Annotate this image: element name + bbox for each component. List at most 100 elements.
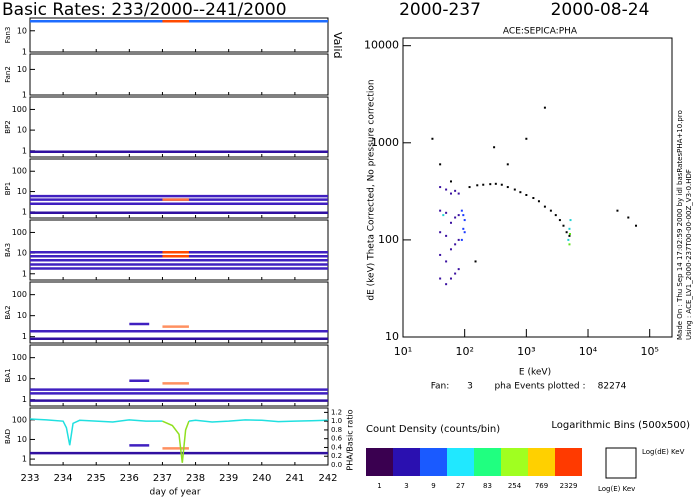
point (445, 211, 448, 214)
panel-frame (29, 158, 329, 219)
point (457, 214, 460, 217)
point (532, 197, 535, 200)
x-tick-label: 233 (20, 473, 39, 484)
point (568, 243, 571, 246)
panel-label: Fan2 (4, 66, 12, 83)
point (460, 209, 463, 212)
colorbar-cell (474, 448, 501, 476)
date: 2000-08-24 (551, 0, 650, 20)
point (463, 231, 466, 234)
point (554, 214, 557, 217)
y-tick-label: 100 (12, 105, 27, 114)
point (439, 231, 442, 234)
y2-tick-label: 0.0 (331, 461, 342, 469)
y-tick-label: 1000 (371, 136, 399, 149)
y-tick-label: 1 (22, 455, 27, 464)
x-tick-label: 10⁵ (640, 345, 658, 358)
colorbar-cell (420, 448, 447, 476)
point (627, 216, 630, 219)
x-axis-label: day of year (149, 488, 200, 498)
panel-frame (29, 17, 329, 53)
panel-label: BP2 (4, 120, 12, 133)
point (616, 209, 619, 212)
point (493, 146, 496, 149)
panel-frame (29, 53, 329, 96)
x-tick-label: 235 (87, 473, 106, 484)
point (494, 182, 497, 185)
colorbar-cell (366, 448, 393, 476)
y2-tick-label: 1.0 (331, 417, 342, 425)
colorbar-label: 9 (431, 482, 435, 490)
point (543, 106, 546, 109)
point (449, 248, 452, 251)
point (468, 186, 471, 189)
y2-tick-label: 1.2 (331, 408, 342, 416)
panel-frame (29, 407, 329, 466)
x-tick-label: 10³ (517, 345, 535, 358)
panel-frame (29, 219, 329, 281)
scatter-title: ACE:SEPICA:PHA (503, 27, 578, 37)
point (462, 227, 465, 230)
panel-label: BA2 (4, 305, 12, 319)
y-tick-label: 10000 (364, 39, 399, 52)
panel-label: Fan3 (4, 27, 12, 44)
point (454, 243, 457, 246)
point (445, 283, 448, 286)
colorbar-label: 1 (377, 482, 381, 490)
x-tick-label: 10¹ (394, 345, 412, 358)
y-tick-label: 1 (22, 395, 27, 404)
colorbar-label: 3 (404, 482, 408, 490)
y2-tick-label: 0.6 (331, 435, 343, 443)
point (506, 163, 509, 166)
point (525, 193, 528, 196)
colorbar-label: 254 (508, 482, 522, 490)
events: 82274 (598, 382, 627, 392)
point (568, 234, 571, 237)
colorbar-cell (555, 448, 582, 476)
log-de: Log(dE) KeV (642, 448, 685, 456)
x-tick-label: 240 (252, 473, 271, 484)
y2-axis-label: PHA/Basic ratio (346, 409, 355, 470)
point (457, 268, 460, 271)
point (489, 183, 492, 186)
colorbar-cell (393, 448, 420, 476)
colorbar-label: 83 (483, 482, 492, 490)
point (463, 219, 466, 222)
side-label: Valid (331, 32, 344, 59)
y2-tick-label: 0.2 (331, 452, 342, 460)
point (431, 137, 434, 140)
point (449, 192, 452, 195)
series-line (162, 420, 190, 463)
point (568, 227, 571, 230)
fan: 3 (467, 382, 473, 392)
point (476, 184, 479, 187)
fan-label: Fan: (431, 382, 450, 392)
y-tick-label: 10 (17, 26, 27, 35)
made-on: Made On : Thu Sep 14 17:02:59 2000 by id… (676, 110, 684, 340)
point (439, 163, 442, 166)
using: Using : ACE_LV1_2000-237T00-00-00Z_V3-0.… (685, 169, 693, 340)
point (460, 238, 463, 241)
point (454, 272, 457, 275)
point (635, 224, 638, 227)
y-tick-label: 10 (17, 65, 27, 74)
point (562, 224, 565, 227)
point (568, 233, 571, 236)
colorbar-cell (501, 448, 528, 476)
panel-frame (29, 344, 329, 407)
x-tick-label: 236 (120, 473, 139, 484)
point (500, 183, 503, 186)
y-tick-label: 1 (22, 91, 27, 100)
point (449, 221, 452, 224)
series-line (29, 418, 163, 446)
y-tick-label: 100 (12, 228, 27, 237)
y-tick-label: 10 (385, 330, 399, 343)
x-tick-label: 10⁴ (579, 345, 598, 358)
panel-label: BAD (4, 429, 12, 444)
y-tick-label: 10 (17, 435, 27, 444)
point (525, 137, 528, 140)
y-tick-label: 10 (17, 187, 27, 196)
y-tick-label: 1 (22, 146, 27, 155)
point (558, 219, 561, 222)
